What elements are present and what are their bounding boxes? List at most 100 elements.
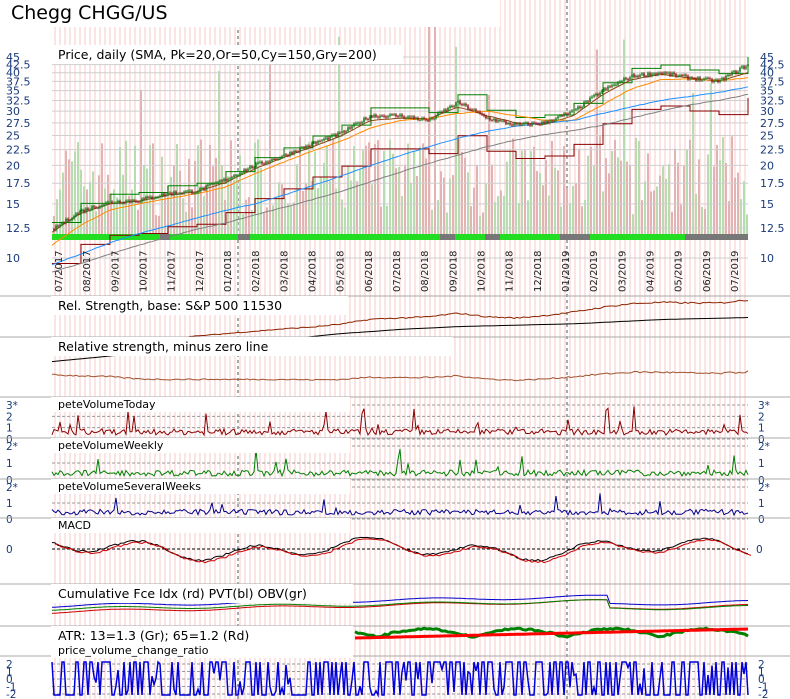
volume-bar — [722, 137, 724, 236]
vol-several-tick-left: 2* — [6, 482, 18, 494]
volume-bar — [299, 136, 301, 236]
volume-bar — [95, 211, 97, 236]
price-candle-body — [573, 109, 575, 111]
price-candle-body — [337, 132, 339, 137]
volume-bar — [356, 181, 358, 236]
price-candle-body — [189, 190, 191, 192]
price-candle-body — [103, 204, 105, 206]
price-candle-body — [149, 196, 151, 198]
volume-bar — [110, 193, 112, 236]
price-candle-body — [165, 194, 167, 196]
volume-bar — [554, 167, 556, 236]
price-candle-body — [349, 127, 351, 129]
volume-bar — [707, 154, 709, 236]
price-candle-body — [689, 77, 691, 80]
price-candle-body — [141, 198, 143, 202]
price-candle-body — [509, 123, 511, 125]
price-candle-body — [673, 72, 675, 75]
price-candle-body — [521, 124, 523, 126]
price-tick-label-right: 25 — [760, 130, 774, 143]
price-candle-body — [419, 119, 421, 121]
price-candle-body — [215, 182, 217, 184]
price-candle-body — [475, 109, 477, 112]
cum-obv-line — [51, 599, 748, 611]
price-candle-body — [727, 74, 729, 76]
volume-bar — [116, 197, 118, 236]
volume-bar — [371, 184, 373, 236]
price-candle-body — [631, 74, 633, 78]
price-candle-body — [589, 97, 591, 102]
price-candle-body — [541, 121, 543, 125]
price-panel-label: Price, daily (SMA, Pk=20,Or=50,Cy=150,Gr… — [51, 45, 403, 64]
price-candle-body — [441, 111, 443, 113]
price-candle-body — [691, 77, 693, 79]
volume-bar — [557, 170, 559, 236]
price-tick-label-right: 10 — [760, 252, 774, 265]
price-candle-body — [433, 118, 435, 120]
volume-bar — [587, 155, 589, 236]
price-candle-body — [219, 180, 221, 182]
price-candle-body — [291, 152, 293, 155]
price-tick-label-left: 32.5 — [6, 94, 31, 107]
volume-bar — [182, 198, 184, 236]
price-candle-body — [531, 122, 533, 126]
price-candle-body — [743, 66, 745, 69]
price-candle-body — [203, 187, 205, 190]
date-tick-label: 10/2017 — [139, 250, 150, 292]
volume-bar — [569, 203, 571, 236]
price-candle-body — [113, 202, 115, 204]
price-candle-body — [571, 110, 573, 112]
price-candle-body — [455, 102, 457, 107]
volume-bar — [140, 89, 142, 236]
volume-bar — [608, 173, 610, 236]
price-candle-body — [651, 73, 653, 77]
price-candle-body — [253, 167, 255, 169]
volume-bar — [437, 200, 439, 236]
volume-bar — [701, 206, 703, 236]
date-tick-label: 03/2019 — [617, 250, 628, 292]
price-candle-body — [275, 159, 277, 161]
price-candle-body — [625, 78, 627, 80]
price-candle-body — [223, 178, 225, 182]
price-candle-body — [715, 79, 717, 81]
price-candle-body — [587, 101, 589, 103]
price-candle-body — [615, 84, 617, 86]
pvcr-tick-left: -2 — [6, 689, 16, 699]
price-candle-body — [567, 113, 569, 115]
price-candle-body — [199, 188, 201, 192]
price-tick-label-left: 20 — [6, 159, 20, 172]
price-candle-body — [171, 193, 173, 195]
price-candle-body — [429, 117, 431, 121]
price-candle-body — [621, 81, 623, 83]
volume-bar — [419, 146, 421, 236]
volume-bar — [398, 166, 400, 236]
volume-bar — [125, 140, 127, 236]
price-candle-body — [435, 115, 437, 119]
price-candle-body — [143, 198, 145, 200]
price-candle-body — [653, 73, 655, 75]
price-candle-body — [503, 120, 505, 122]
price-candle-body — [121, 202, 123, 204]
sma-150-line — [51, 86, 749, 266]
volume-bar — [668, 164, 670, 236]
volume-bar — [317, 188, 319, 236]
volume-bar — [215, 157, 217, 236]
price-candle-body — [173, 191, 175, 195]
price-candle-body — [339, 132, 341, 134]
volume-bar — [200, 139, 202, 236]
volume-bar — [149, 145, 151, 236]
price-candle-body — [677, 75, 679, 77]
volume-bar — [581, 206, 583, 236]
volume-bar — [644, 181, 646, 236]
price-candle-body — [151, 196, 153, 199]
price-candle-body — [285, 154, 287, 156]
price-candle-body — [425, 119, 427, 121]
price-candle-body — [717, 79, 719, 83]
price-candle-body — [353, 123, 355, 127]
volume-bar — [746, 214, 748, 236]
price-candle-body — [463, 103, 465, 106]
price-candle-body — [187, 190, 189, 192]
price-candle-body — [65, 218, 67, 223]
price-candle-body — [649, 72, 651, 77]
macd-label: MACD — [51, 518, 350, 533]
